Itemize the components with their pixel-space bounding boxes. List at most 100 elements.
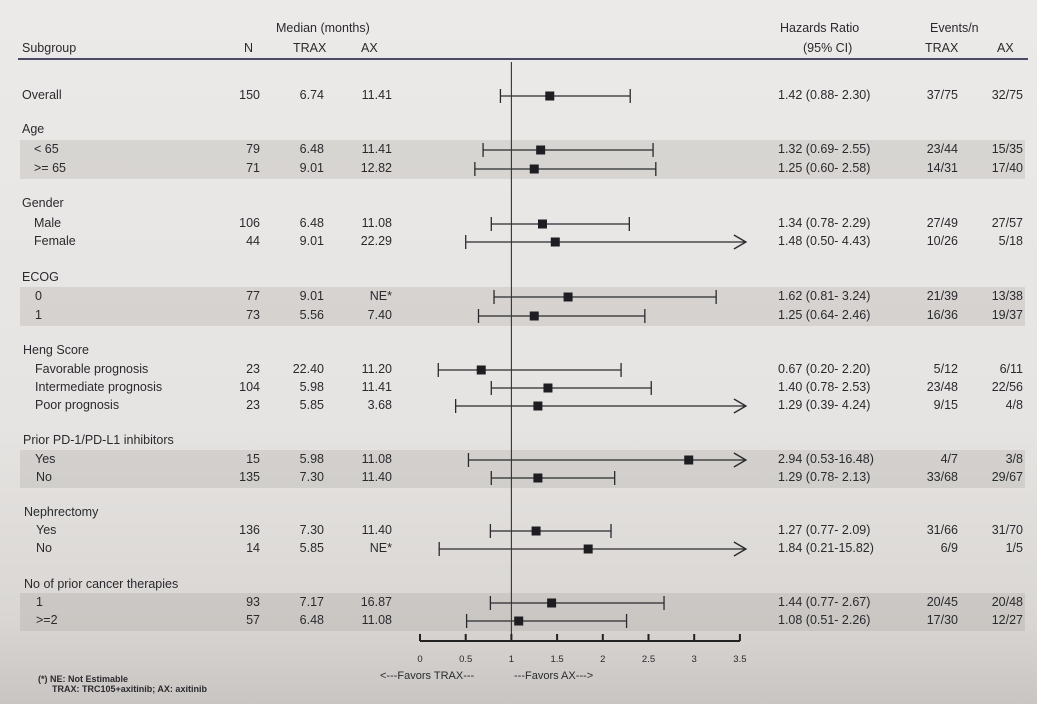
median-trax: 7.17 bbox=[299, 595, 324, 609]
n-value: 71 bbox=[246, 161, 260, 175]
events-ax: 29/67 bbox=[991, 470, 1023, 484]
events-trax: 21/39 bbox=[926, 289, 958, 303]
hazard-ratio-ci: 1.48 (0.50- 4.43) bbox=[778, 234, 871, 248]
subgroup-label: 1 bbox=[36, 595, 43, 609]
events-group-header: Events/n bbox=[930, 21, 979, 35]
x-tick-label: 0 bbox=[417, 654, 422, 665]
median-trax: 9.01 bbox=[299, 161, 324, 175]
subgroup-label: < 65 bbox=[34, 142, 59, 156]
subgroup-heading: Heng Score bbox=[23, 343, 90, 357]
median-ax: 16.87 bbox=[360, 595, 392, 609]
median-trax: 6.48 bbox=[299, 216, 324, 230]
row-band bbox=[20, 140, 1025, 179]
events-trax: 4/7 bbox=[940, 452, 958, 466]
median-ax: NE* bbox=[369, 289, 392, 303]
events-trax: 31/66 bbox=[926, 523, 958, 537]
events-ax: 1/5 bbox=[1005, 541, 1023, 555]
median-trax: 6.48 bbox=[299, 613, 324, 627]
subgroup-label: Female bbox=[34, 234, 76, 248]
hr-point bbox=[533, 473, 543, 483]
subgroup-heading: No of prior cancer therapies bbox=[24, 577, 179, 591]
n-value: 104 bbox=[239, 380, 260, 394]
median-ax: 12.82 bbox=[360, 161, 392, 175]
header-rule bbox=[18, 58, 1028, 60]
footnote-abbrev: TRAX: TRC105+axitinib; AX: axitinib bbox=[52, 684, 207, 694]
median-ax: 11.08 bbox=[361, 452, 392, 466]
median-ax: 22.29 bbox=[360, 234, 392, 248]
n-value: 135 bbox=[239, 470, 260, 484]
subgroup-label: >=2 bbox=[36, 613, 58, 627]
n-value: 136 bbox=[239, 523, 260, 537]
hr-point bbox=[583, 544, 593, 554]
hazard-ratio-ci: 2.94 (0.53-16.48) bbox=[778, 452, 874, 466]
events-trax-header: TRAX bbox=[925, 41, 959, 55]
hr-point bbox=[531, 526, 541, 536]
x-tick-label: 1 bbox=[509, 654, 514, 665]
n-value: 44 bbox=[246, 234, 260, 248]
events-ax: 27/57 bbox=[991, 216, 1023, 230]
events-trax: 9/15 bbox=[933, 398, 958, 412]
n-value: 14 bbox=[246, 541, 260, 555]
ci-mark bbox=[438, 541, 748, 557]
subgroup-label: Favorable prognosis bbox=[35, 362, 149, 376]
hazard-ratio-ci: 1.40 (0.78- 2.53) bbox=[778, 380, 871, 394]
hr-point bbox=[545, 91, 555, 101]
subgroup-label: 0 bbox=[35, 289, 42, 303]
events-ax: 15/35 bbox=[991, 142, 1023, 156]
median-trax: 7.30 bbox=[299, 470, 324, 484]
events-ax: 6/11 bbox=[999, 362, 1023, 376]
row-band bbox=[20, 450, 1025, 488]
x-tick-label: 0.5 bbox=[459, 654, 472, 665]
hr-point bbox=[529, 311, 539, 321]
subgroup-heading: Gender bbox=[22, 196, 64, 210]
median-ax: 11.08 bbox=[361, 216, 392, 230]
ci-mark bbox=[467, 452, 748, 468]
median-trax: 5.56 bbox=[299, 308, 324, 322]
n-value: 23 bbox=[246, 362, 260, 376]
x-tick-label: 3 bbox=[692, 654, 697, 665]
median-group-header: Median (months) bbox=[276, 21, 370, 35]
x-tick-label: 2 bbox=[600, 654, 605, 665]
median-trax: 5.98 bbox=[299, 380, 324, 394]
events-trax: 20/45 bbox=[926, 595, 958, 609]
row-band bbox=[20, 287, 1025, 326]
ci-mark bbox=[482, 143, 654, 157]
n-value: 73 bbox=[246, 308, 260, 322]
hazard-ratio-ci: 1.42 (0.88- 2.30) bbox=[778, 88, 871, 102]
hazard-ratio-ci: 1.62 (0.81- 3.24) bbox=[778, 289, 871, 303]
ci-mark bbox=[493, 290, 717, 304]
ci-arrow bbox=[733, 541, 748, 557]
subgroup-label: Overall bbox=[22, 88, 62, 102]
events-ax: 5/18 bbox=[998, 234, 1023, 248]
hr-point bbox=[543, 383, 553, 393]
median-ax: 11.08 bbox=[361, 613, 392, 627]
subgroup-header: Subgroup bbox=[22, 41, 77, 55]
ci-mark bbox=[477, 309, 646, 323]
median-ax: 11.40 bbox=[361, 470, 392, 484]
x-tick-label: 2.5 bbox=[642, 654, 655, 665]
hr-point bbox=[514, 616, 524, 626]
ci-mark bbox=[454, 398, 748, 414]
favors-ax-label: ---Favors AX---> bbox=[514, 670, 594, 682]
subgroup-label: Yes bbox=[35, 452, 56, 466]
median-ax: 7.40 bbox=[367, 308, 392, 322]
hazard-ratio-ci: 1.25 (0.60- 2.58) bbox=[778, 161, 871, 175]
subgroup-label: >= 65 bbox=[34, 161, 66, 175]
events-ax: 31/70 bbox=[991, 523, 1023, 537]
events-trax: 27/49 bbox=[926, 216, 958, 230]
events-ax: 32/75 bbox=[991, 88, 1023, 102]
subgroup-label: Male bbox=[34, 216, 62, 230]
hazard-ratio-ci: 1.08 (0.51- 2.26) bbox=[778, 613, 871, 627]
events-ax: 4/8 bbox=[1005, 398, 1023, 412]
events-ax: 12/27 bbox=[991, 613, 1023, 627]
median-trax: 5.85 bbox=[299, 398, 324, 412]
events-ax: 19/37 bbox=[991, 308, 1023, 322]
subgroup-label: No bbox=[36, 470, 52, 484]
hazard-ratio-ci: 1.25 (0.64- 2.46) bbox=[778, 308, 871, 322]
events-trax: 37/75 bbox=[926, 88, 958, 102]
subgroup-heading: ECOG bbox=[22, 270, 59, 284]
events-trax: 17/30 bbox=[926, 613, 958, 627]
subgroup-label: Intermediate prognosis bbox=[35, 380, 163, 394]
n-value: 57 bbox=[246, 613, 260, 627]
median-ax: 11.41 bbox=[361, 88, 392, 102]
